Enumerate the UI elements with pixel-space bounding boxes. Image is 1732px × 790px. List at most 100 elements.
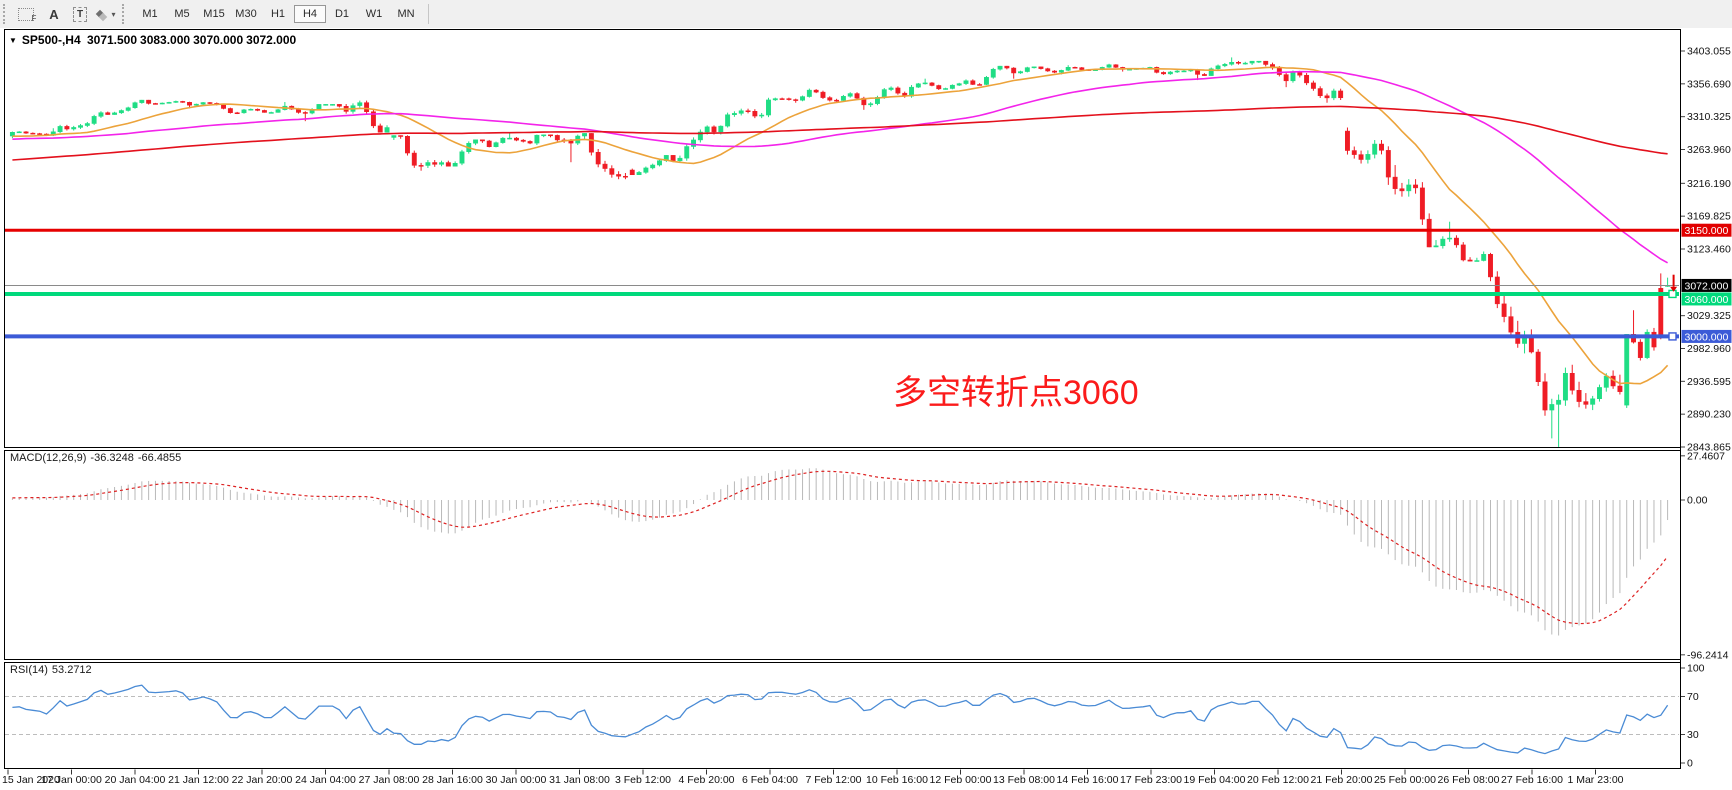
svg-text:3403.055: 3403.055 xyxy=(1687,46,1731,58)
svg-text:21 Feb 20:00: 21 Feb 20:00 xyxy=(1311,774,1373,786)
svg-text:3000.000: 3000.000 xyxy=(1685,331,1729,343)
text-box-tool-icon[interactable]: T xyxy=(69,3,91,25)
timeframe-button-m30[interactable]: M30 xyxy=(235,8,257,20)
svg-text:3356.690: 3356.690 xyxy=(1687,78,1731,90)
ohlc-high: 3083.000 xyxy=(140,33,191,47)
svg-text:28 Jan 16:00: 28 Jan 16:00 xyxy=(422,774,483,786)
svg-text:2936.595: 2936.595 xyxy=(1687,376,1731,388)
timeframe-button-h1[interactable]: H1 xyxy=(270,8,286,20)
svg-text:21 Jan 12:00: 21 Jan 12:00 xyxy=(168,774,229,786)
svg-text:30 Jan 00:00: 30 Jan 00:00 xyxy=(486,774,547,786)
svg-text:3123.460: 3123.460 xyxy=(1687,244,1731,256)
rsi-indicator-label: RSI(14) 53.2712 xyxy=(10,664,96,676)
ohlc-low: 3070.000 xyxy=(193,33,244,47)
svg-text:2890.230: 2890.230 xyxy=(1687,409,1731,421)
macd-indicator-label: MACD(12,26,9) -36.3248 -66.4855 xyxy=(10,452,185,464)
svg-text:17 Feb 23:00: 17 Feb 23:00 xyxy=(1120,774,1182,786)
ohlc-open: 3071.500 xyxy=(86,33,138,47)
rsi-series xyxy=(5,684,1679,755)
timeframe-button-h4[interactable]: H4 xyxy=(294,5,326,23)
timeframe-button-m15[interactable]: M15 xyxy=(203,8,225,20)
svg-text:27 Jan 08:00: 27 Jan 08:00 xyxy=(359,774,420,786)
rsi-value: 53.2712 xyxy=(51,664,92,676)
timeframe-button-d1[interactable]: D1 xyxy=(334,8,350,20)
sell-arrow-icon[interactable] xyxy=(1670,274,1678,292)
svg-text:2982.960: 2982.960 xyxy=(1687,343,1731,355)
annotation-text[interactable]: 多空转折点3060 xyxy=(893,374,1139,412)
svg-text:3029.325: 3029.325 xyxy=(1687,310,1731,322)
price-badge-3060.000: 3060.000 xyxy=(1681,292,1732,306)
svg-text:25 Feb 00:00: 25 Feb 00:00 xyxy=(1374,774,1436,786)
macd-name: MACD(12,26,9) xyxy=(10,452,87,464)
svg-text:31 Jan 08:00: 31 Jan 08:00 xyxy=(549,774,610,786)
svg-text:3263.960: 3263.960 xyxy=(1687,144,1731,156)
svg-text:15 Jan 2020: 15 Jan 2020 xyxy=(2,774,60,786)
svg-text:7 Feb 12:00: 7 Feb 12:00 xyxy=(805,774,861,786)
svg-text:17 Jan 00:00: 17 Jan 00:00 xyxy=(41,774,102,786)
svg-text:30: 30 xyxy=(1687,729,1699,741)
toolbar-separator xyxy=(428,4,429,24)
dropdown-caret-icon[interactable]: ▾ xyxy=(111,9,116,19)
rsi-name: RSI(14) xyxy=(10,664,48,676)
text-tool-label: A xyxy=(49,6,59,22)
svg-text:20 Feb 12:00: 20 Feb 12:00 xyxy=(1247,774,1309,786)
timeframe-toolbar: M1 M5 M15 M30 H1 H4 D1 W1 MN xyxy=(134,5,422,23)
toolbar-grip[interactable] xyxy=(122,4,129,24)
svg-text:3169.825: 3169.825 xyxy=(1687,211,1731,223)
svg-text:100: 100 xyxy=(1687,663,1705,675)
svg-text:0.00: 0.00 xyxy=(1687,495,1708,507)
chart-title: ▼ SP500-,H4 3071.500 3083.000 3070.000 3072.… xyxy=(9,33,299,47)
timeframe-button-mn[interactable]: MN xyxy=(397,8,415,20)
macd-main-value: -36.3248 xyxy=(90,452,134,464)
svg-text:-96.2414: -96.2414 xyxy=(1687,649,1729,661)
svg-text:22 Jan 20:00: 22 Jan 20:00 xyxy=(232,774,293,786)
svg-text:12 Feb 00:00: 12 Feb 00:00 xyxy=(930,774,992,786)
svg-text:19 Feb 04:00: 19 Feb 04:00 xyxy=(1184,774,1246,786)
svg-text:3310.325: 3310.325 xyxy=(1687,111,1731,123)
toolbar-grip[interactable] xyxy=(3,4,10,24)
svg-text:6 Feb 04:00: 6 Feb 04:00 xyxy=(742,774,798,786)
timeframe-button-m1[interactable]: M1 xyxy=(142,8,158,20)
textbox-tool-label: T xyxy=(72,6,88,22)
price-axis[interactable]: 3403.055 3356.690 3310.325 3263.960 3216.190… xyxy=(1681,46,1732,454)
svg-text:27.4607: 27.4607 xyxy=(1687,450,1725,462)
svg-text:1 Mar 23:00: 1 Mar 23:00 xyxy=(1567,774,1623,786)
svg-text:3072.000: 3072.000 xyxy=(1685,280,1729,292)
svg-text:20 Jan 04:00: 20 Jan 04:00 xyxy=(105,774,166,786)
svg-text:3216.190: 3216.190 xyxy=(1687,178,1731,190)
svg-text:24 Jan 04:00: 24 Jan 04:00 xyxy=(295,774,356,786)
svg-text:3150.000: 3150.000 xyxy=(1685,225,1729,237)
svg-text:4 Feb 20:00: 4 Feb 20:00 xyxy=(678,774,734,786)
template-grid-icon[interactable]: F xyxy=(17,3,39,25)
svg-text:27 Feb 16:00: 27 Feb 16:00 xyxy=(1501,774,1563,786)
colors-tool-icon[interactable]: ▾ xyxy=(95,3,117,25)
candlesticks xyxy=(9,57,1671,447)
svg-text:2843.865: 2843.865 xyxy=(1687,442,1731,454)
svg-text:70: 70 xyxy=(1687,691,1699,703)
macd-axis[interactable]: 27.4607 0.00 -96.2414 xyxy=(1681,450,1729,661)
hline-support-3000[interactable] xyxy=(5,332,1679,341)
symbol-period-label: SP500-,H4 xyxy=(21,33,81,47)
rsi-plot[interactable] xyxy=(4,662,1681,769)
timeframe-button-m5[interactable]: M5 xyxy=(174,8,190,20)
grid-icon-label: F xyxy=(31,13,37,23)
hline-pivot-3060[interactable] xyxy=(5,289,1679,299)
collapse-triangle-icon[interactable]: ▼ xyxy=(9,36,17,45)
macd-plot[interactable] xyxy=(4,450,1681,660)
svg-text:13 Feb 08:00: 13 Feb 08:00 xyxy=(993,774,1055,786)
svg-text:3060.000: 3060.000 xyxy=(1685,294,1729,306)
price-badge-3072.000: 3072.000 xyxy=(1681,278,1732,292)
text-label-tool-icon[interactable]: A xyxy=(43,3,65,25)
rsi-axis[interactable]: 100 70 30 0 xyxy=(1681,663,1705,770)
svg-text:0: 0 xyxy=(1687,758,1693,770)
ohlc-close: 3072.000 xyxy=(246,33,297,47)
dotted-grid-icon xyxy=(17,7,34,21)
svg-text:3 Feb 12:00: 3 Feb 12:00 xyxy=(615,774,671,786)
price-badge-3150.000: 3150.000 xyxy=(1681,223,1732,237)
macd-series xyxy=(11,468,1669,636)
timeframe-button-w1[interactable]: W1 xyxy=(365,8,383,20)
price-badge-3000.000: 3000.000 xyxy=(1681,329,1732,343)
